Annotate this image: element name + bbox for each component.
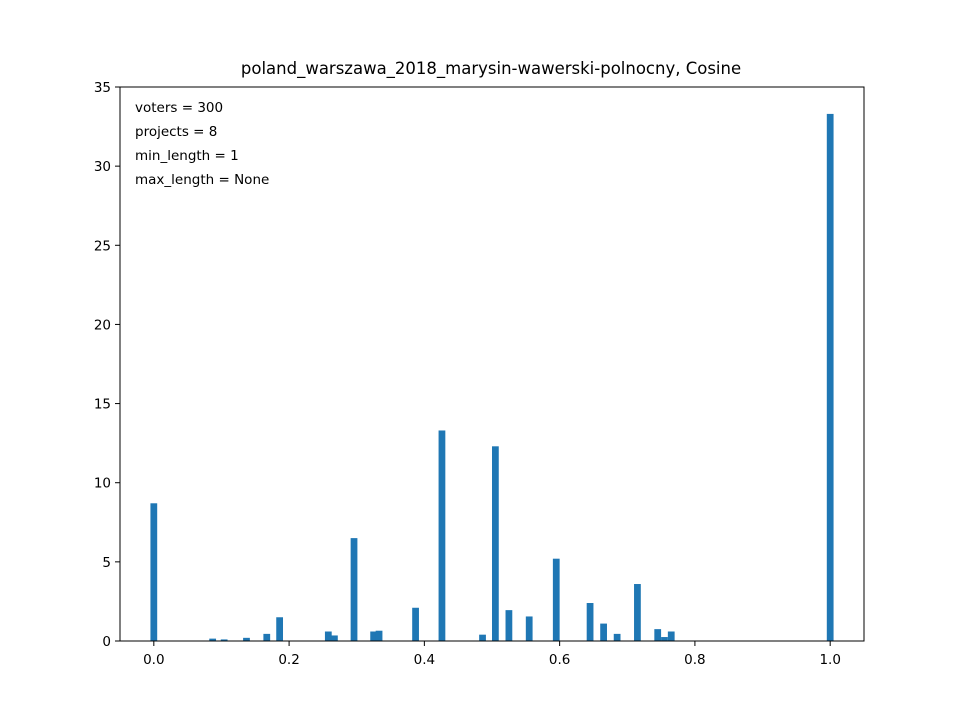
x-tick-label: 1.0: [819, 652, 840, 668]
y-tick-label: 15: [94, 397, 111, 413]
histogram-bar: [634, 584, 641, 641]
histogram-bar: [370, 631, 378, 641]
y-tick-label: 35: [94, 80, 111, 96]
histogram-bar: [661, 637, 668, 641]
x-axis: 0.0 0.2 0.4 0.6 0.8 1.0: [143, 641, 841, 668]
histogram-bar: [350, 538, 358, 641]
histogram-bar: [479, 634, 486, 641]
histogram-bar: [552, 558, 560, 641]
histogram-bar: [826, 113, 834, 641]
histogram-bar: [613, 633, 621, 641]
histogram-bar: [525, 616, 533, 641]
histogram-bar: [412, 607, 419, 641]
annotation-box: voters = 300 projects = 8 min_length = 1…: [135, 100, 269, 188]
y-axis: 0 5 10 15 20 25 30 35: [94, 80, 120, 650]
x-tick-label: 0.4: [414, 652, 435, 668]
histogram-bar: [276, 617, 284, 641]
histogram-bar: [150, 503, 158, 641]
histogram-bar: [209, 638, 217, 641]
y-tick-label: 20: [94, 317, 111, 333]
x-tick-label: 0.2: [278, 652, 299, 668]
annotation-min-length: min_length = 1: [135, 148, 239, 164]
histogram-bar: [438, 430, 446, 641]
bars-group: [150, 113, 834, 641]
histogram-bar: [263, 633, 271, 641]
histogram-bar: [375, 630, 383, 641]
histogram-bar: [331, 635, 338, 641]
x-tick-label: 0.8: [684, 652, 705, 668]
histogram-bar: [586, 603, 594, 641]
y-tick-label: 5: [102, 555, 111, 571]
histogram-bar: [600, 623, 607, 641]
y-tick-label: 25: [94, 238, 111, 254]
histogram-bar: [243, 637, 250, 641]
annotation-projects: projects = 8: [135, 124, 217, 140]
histogram-bar: [220, 639, 228, 641]
histogram-bar: [324, 631, 332, 641]
histogram-bar: [505, 610, 513, 641]
y-tick-label: 0: [102, 634, 111, 650]
chart-title: poland_warszawa_2018_marysin-wawerski-po…: [241, 59, 741, 79]
annotation-voters: voters = 300: [135, 100, 223, 116]
x-tick-label: 0.0: [143, 652, 164, 668]
histogram-bar: [492, 446, 499, 641]
y-tick-label: 30: [94, 159, 111, 175]
histogram-bar: [654, 629, 662, 641]
plot-frame: [119, 86, 865, 642]
x-tick-label: 0.6: [549, 652, 570, 668]
histogram-bar: [667, 631, 675, 641]
annotation-max-length: max_length = None: [135, 172, 269, 188]
y-tick-label: 10: [94, 476, 111, 492]
